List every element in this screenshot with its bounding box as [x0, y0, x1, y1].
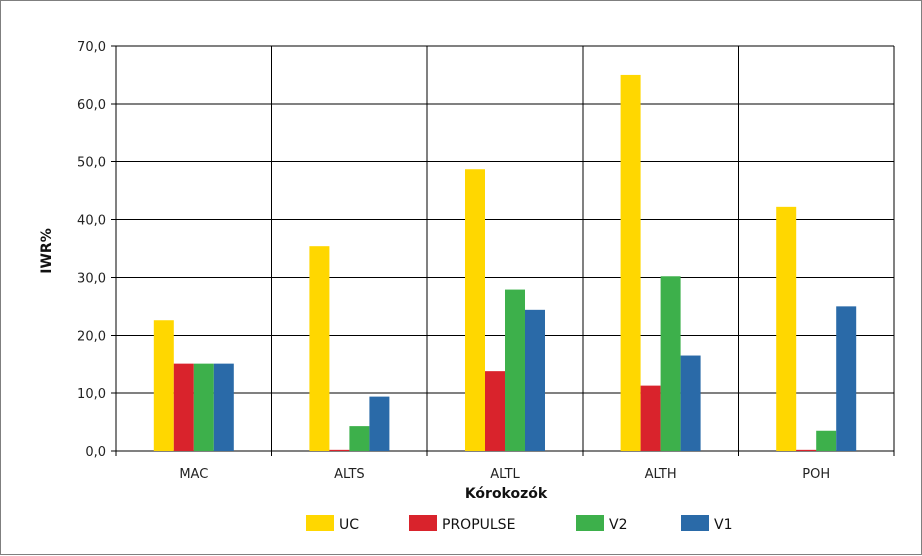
bar-propulse-alth [640, 385, 661, 451]
bar-v1-altl [525, 309, 545, 451]
legend-swatch-propulse [409, 515, 437, 531]
x-tick-label: ALTL [490, 467, 520, 482]
y-tick-label: 30,0 [77, 271, 106, 286]
bar-uc-mac [153, 320, 174, 451]
y-tick-label: 50,0 [77, 156, 106, 171]
bar-v2-poh [816, 430, 837, 451]
bar-uc-alth [620, 74, 641, 451]
y-axis-ticks: 0,0 10,0 20,0 30,0 40,0 50,0 60,0 70,0 [77, 40, 106, 460]
bar-uc-alts [309, 246, 330, 451]
bar-propulse-poh [796, 449, 817, 451]
bar-v2-alts [349, 426, 370, 451]
legend-swatch-v2 [576, 515, 604, 531]
x-axis-ticks: MAC ALTS ALTL ALTH POH [179, 467, 830, 482]
x-tick-label: MAC [179, 467, 208, 482]
bar-uc-altl [465, 169, 485, 451]
y-tick-label: 0,0 [85, 445, 106, 460]
x-tick-label: ALTH [645, 467, 677, 482]
y-tick-label: 10,0 [77, 387, 106, 402]
bar-propulse-mac [173, 363, 194, 451]
legend: UC PROPULSE V2 V1 [306, 515, 732, 533]
bar-v1-mac [213, 363, 234, 451]
bar-propulse-alts [329, 449, 350, 451]
legend-label-uc: UC [339, 517, 359, 533]
y-axis-title: IWR% [39, 228, 55, 273]
legend-label-v1: V1 [714, 517, 732, 533]
legend-swatch-v1 [681, 515, 709, 531]
y-tick-label: 20,0 [77, 329, 106, 344]
bar-v2-altl [505, 289, 525, 451]
bar-propulse-altl [485, 371, 505, 451]
bar-v2-mac [193, 363, 214, 451]
bar-v1-alth [680, 355, 701, 451]
x-tick-label: ALTS [334, 467, 365, 482]
y-tick-label: 70,0 [77, 40, 106, 55]
bar-uc-poh [776, 206, 797, 451]
x-axis-title: Kórokozók [465, 486, 548, 502]
bar-v1-poh [836, 306, 857, 451]
bars [153, 74, 857, 451]
legend-label-propulse: PROPULSE [442, 517, 515, 533]
x-tick-label: POH [802, 467, 830, 482]
legend-swatch-uc [306, 515, 334, 531]
y-tick-label: 40,0 [77, 214, 106, 229]
legend-label-v2: V2 [609, 517, 627, 533]
bar-v1-alts [369, 396, 390, 451]
y-tick-label: 60,0 [77, 98, 106, 113]
bar-v2-alth [660, 276, 681, 451]
